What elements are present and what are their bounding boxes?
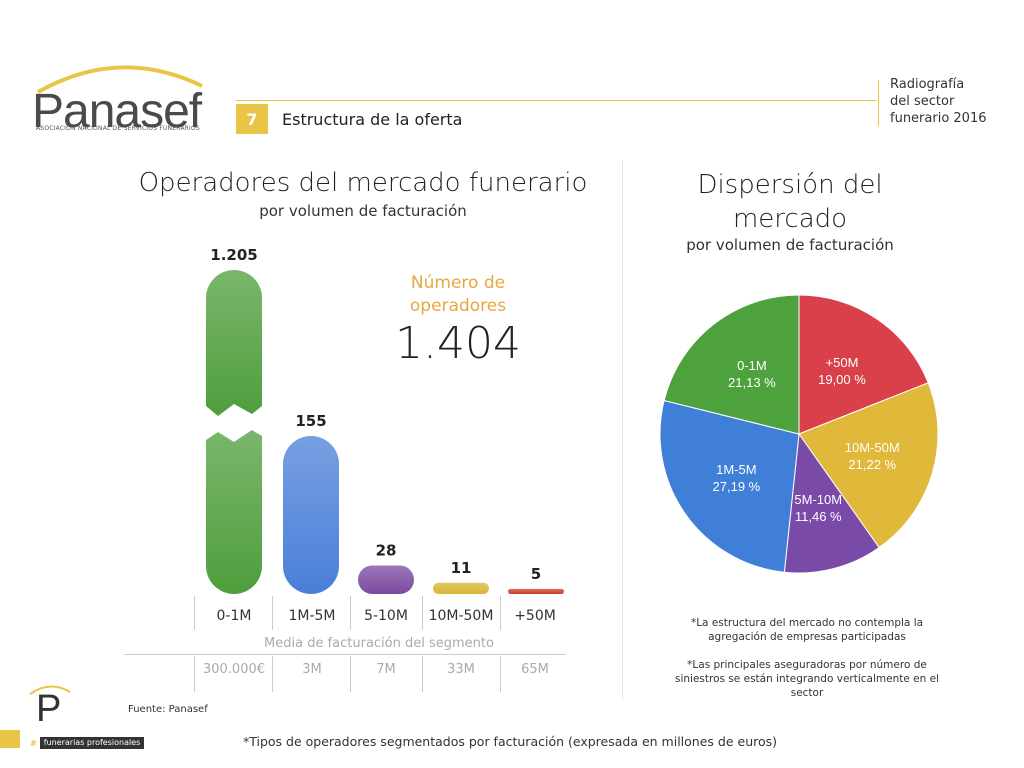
pie-chart-title-line: mercado <box>732 204 848 234</box>
total-operators-label-line: operadores <box>409 296 507 316</box>
bar-chart-subtitle: por volumen de facturación <box>259 202 467 220</box>
pie-slice-value: 21,13 % <box>728 375 776 390</box>
report-title-line: Radiografía <box>890 77 965 92</box>
panel-divider <box>622 160 623 700</box>
table-divider <box>272 656 273 692</box>
logo: Panasef <box>32 85 202 138</box>
table-divider <box>422 596 423 630</box>
bar <box>508 588 564 594</box>
table-rule <box>124 654 566 655</box>
pie-slice <box>798 382 939 549</box>
pie-slice <box>663 294 800 435</box>
pie-slice-label: 10M-50M <box>845 440 900 455</box>
report-title-line: del sector <box>890 94 955 109</box>
bar <box>283 436 339 594</box>
hash-icon: # <box>30 738 37 748</box>
logo-arc <box>37 65 203 94</box>
footer-tag: # funerarias profesionales <box>30 737 145 749</box>
pie-slice-value: 19,00 % <box>818 372 866 387</box>
pie-chart-title: Dispersión del mercado <box>640 168 940 236</box>
pie-slice <box>659 399 800 573</box>
bar <box>206 430 262 594</box>
category-label: 1M-5M <box>288 608 336 624</box>
pie-slice-label: +50M <box>826 355 859 370</box>
average-value: 300.000€ <box>202 662 266 677</box>
pie-slice-value: 27,19 % <box>713 479 761 494</box>
bar-chart-title: Operadores del mercado funerario <box>138 168 588 198</box>
section-number-badge: 7 <box>236 104 268 134</box>
category-label: +50M <box>514 608 556 624</box>
total-operators-value: 1.404 <box>395 318 521 369</box>
pie-chart-title-line: Dispersión del <box>697 170 883 200</box>
table-divider <box>500 656 501 692</box>
pie-slice-label: 0-1M <box>737 358 767 373</box>
market-note: *La estructura del mercado no contempla … <box>690 617 924 643</box>
total-operators-label-line: Número de <box>410 273 506 293</box>
total-operators-label: Número de operadores <box>370 272 546 318</box>
table-divider <box>350 596 351 630</box>
pie-slice-label: 1M-5M <box>716 462 756 477</box>
section-title: Estructura de la oferta <box>282 110 463 129</box>
pie-slice-label: 5M-10M <box>794 492 842 507</box>
average-caption: Media de facturación del segmento <box>264 636 494 651</box>
table-divider <box>272 596 273 630</box>
bar-value-label: 5 <box>531 565 541 583</box>
footnote: *Tipos de operadores segmentados por fac… <box>242 734 778 749</box>
pie-slice-value: 21,22 % <box>848 457 896 472</box>
table-divider <box>194 656 195 692</box>
average-value: 33M <box>447 662 475 677</box>
footer-logo-arc <box>29 685 71 695</box>
insurers-note: *Las principales aseguradoras por número… <box>675 659 939 699</box>
table-divider <box>194 596 195 630</box>
header-rule <box>236 100 876 101</box>
bar-value-label: 155 <box>295 412 326 430</box>
report-title-line: funerario 2016 <box>890 111 987 126</box>
average-value: 3M <box>302 662 322 677</box>
report-title: Radiografía del sector funerario 2016 <box>890 76 1010 127</box>
table-divider <box>422 656 423 692</box>
bar-value-label: 28 <box>376 541 397 559</box>
logo-subtitle: ASOCIACIÓN NACIONAL DE SERVICIOS FUNERAR… <box>36 125 200 132</box>
bar <box>206 270 262 416</box>
pie-slice <box>798 294 929 435</box>
bar-value-label: 1.205 <box>210 246 257 264</box>
source-note: Fuente: Panasef <box>128 704 208 715</box>
bar <box>433 582 489 594</box>
category-label: 0-1M <box>216 608 252 624</box>
category-label: 10M-50M <box>428 608 494 624</box>
corner-accent <box>0 730 20 748</box>
average-value: 65M <box>521 662 549 677</box>
bar-value-label: 11 <box>451 559 472 577</box>
pie-slice <box>783 432 880 574</box>
table-divider <box>350 656 351 692</box>
footer-tag-text: funerarias profesionales <box>39 737 145 749</box>
table-divider <box>500 596 501 630</box>
footer-brand-letter: P <box>36 688 62 730</box>
pie-slice-value: 11,46 % <box>795 509 842 524</box>
bar <box>358 565 414 594</box>
header-divider <box>878 80 879 126</box>
pie-chart-subtitle: por volumen de facturación <box>686 236 894 254</box>
category-label: 5-10M <box>364 608 408 624</box>
average-value: 7M <box>376 662 396 677</box>
